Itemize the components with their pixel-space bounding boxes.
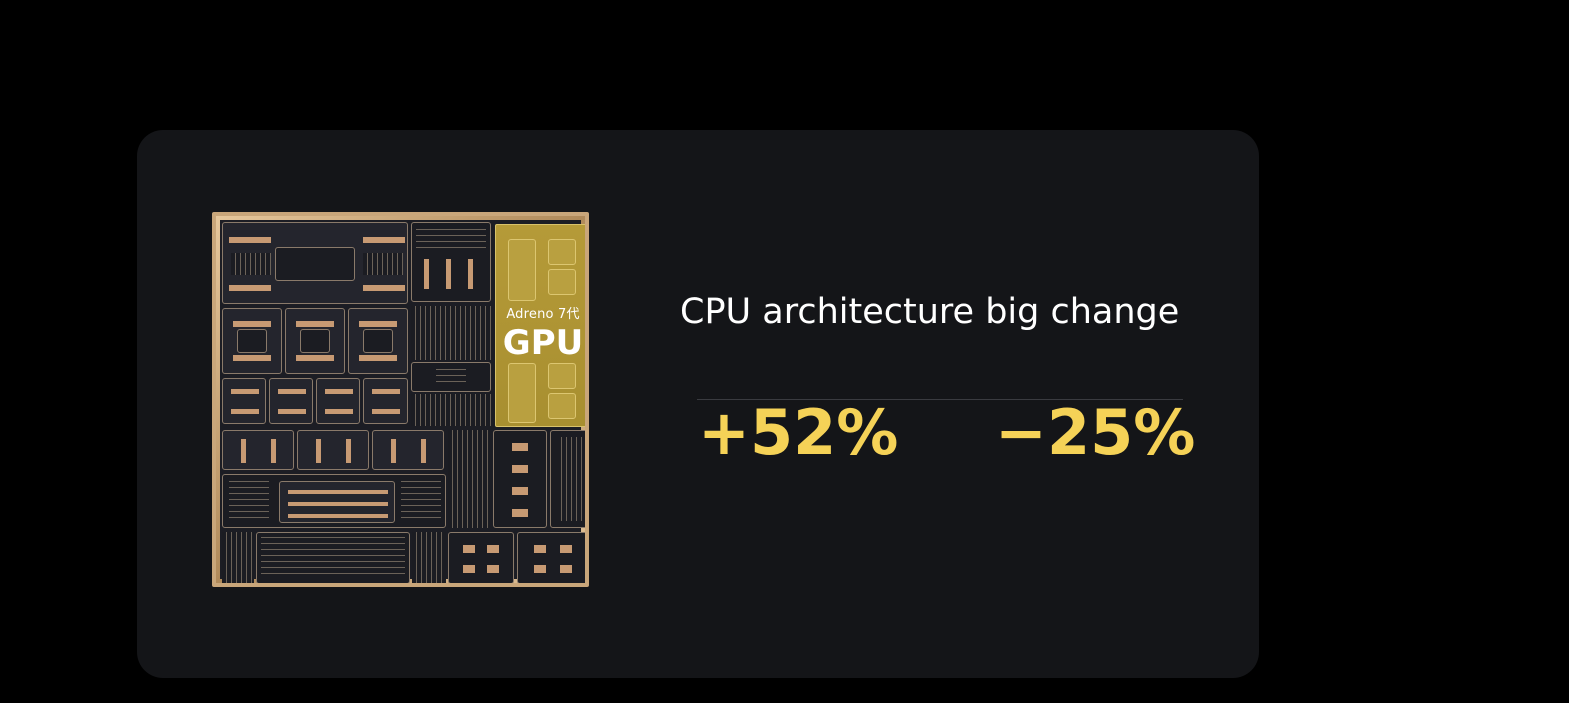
die-block (372, 430, 444, 470)
die-block (222, 430, 294, 470)
die-block (448, 532, 514, 583)
die-block (412, 532, 446, 583)
die-block (411, 362, 491, 392)
chip-die-image: Adreno 7代 GPU (212, 212, 589, 587)
stat-power-reduction: −25% (995, 396, 1196, 469)
die-block (493, 430, 547, 528)
die-block (222, 474, 446, 528)
die-block (222, 308, 282, 374)
divider (697, 399, 1183, 400)
die-block (316, 378, 360, 424)
stat-performance-gain: +52% (698, 396, 899, 469)
die-block (411, 222, 491, 302)
die-block (269, 378, 313, 424)
die-block (363, 378, 408, 424)
gpu-label: GPU (502, 323, 584, 363)
die-block (517, 532, 585, 583)
gpu-region: Adreno 7代 GPU (495, 224, 585, 427)
die-block (348, 308, 408, 374)
gpu-subtitle: Adreno 7代 (506, 307, 580, 322)
die-block (411, 306, 491, 360)
die-block (411, 394, 491, 426)
die-block (297, 430, 369, 470)
die-surface: Adreno 7代 GPU (220, 220, 585, 583)
die-block (285, 308, 345, 374)
feature-title: CPU architecture big change (680, 292, 1180, 332)
die-block (448, 430, 490, 528)
die-block (222, 532, 254, 583)
die-block (550, 430, 585, 528)
die-block (222, 222, 408, 304)
die-block (222, 378, 266, 424)
die-block (256, 532, 410, 583)
